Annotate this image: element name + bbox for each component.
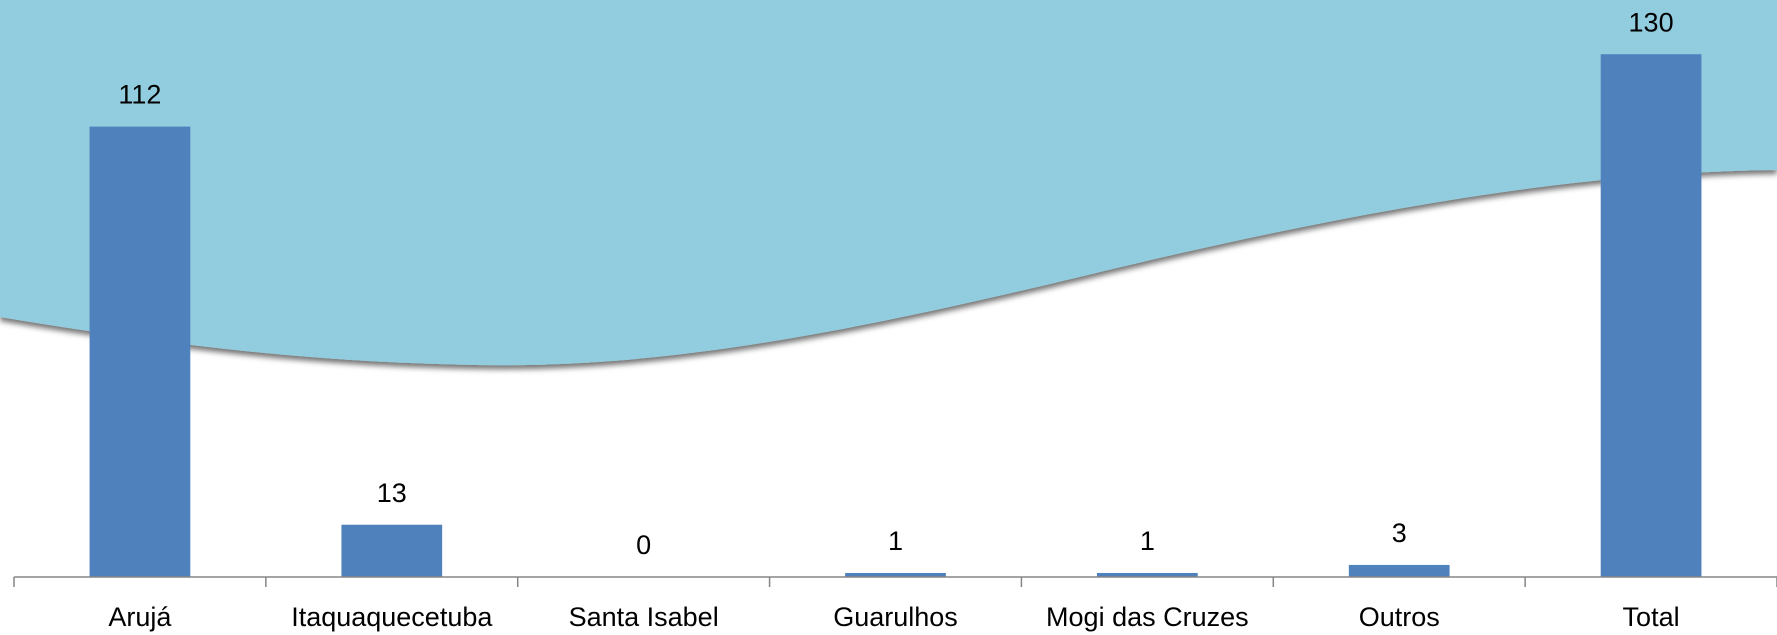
bar [341,524,443,577]
bar [1096,572,1198,577]
x-tick-label: Santa Isabel [569,602,719,632]
data-label: 0 [636,530,651,560]
data-label: 1 [888,526,903,556]
data-label: 130 [1629,7,1674,37]
bar [1348,564,1450,577]
data-label: 13 [377,478,407,508]
bar [89,126,191,577]
x-tick-label: Itaquaquecetuba [291,602,493,632]
x-tick-label: Outros [1359,602,1440,632]
data-label: 112 [118,80,161,110]
data-label: 3 [1392,518,1407,548]
bar [1600,54,1702,577]
x-tick-label: Mogi das Cruzes [1046,602,1249,632]
data-label: 1 [1140,526,1155,556]
bar [845,572,946,577]
background-wave [0,0,1777,366]
x-tick-label: Guarulhos [833,602,958,632]
x-tick-label: Total [1623,602,1680,632]
x-tick-label: Arujá [108,602,172,632]
